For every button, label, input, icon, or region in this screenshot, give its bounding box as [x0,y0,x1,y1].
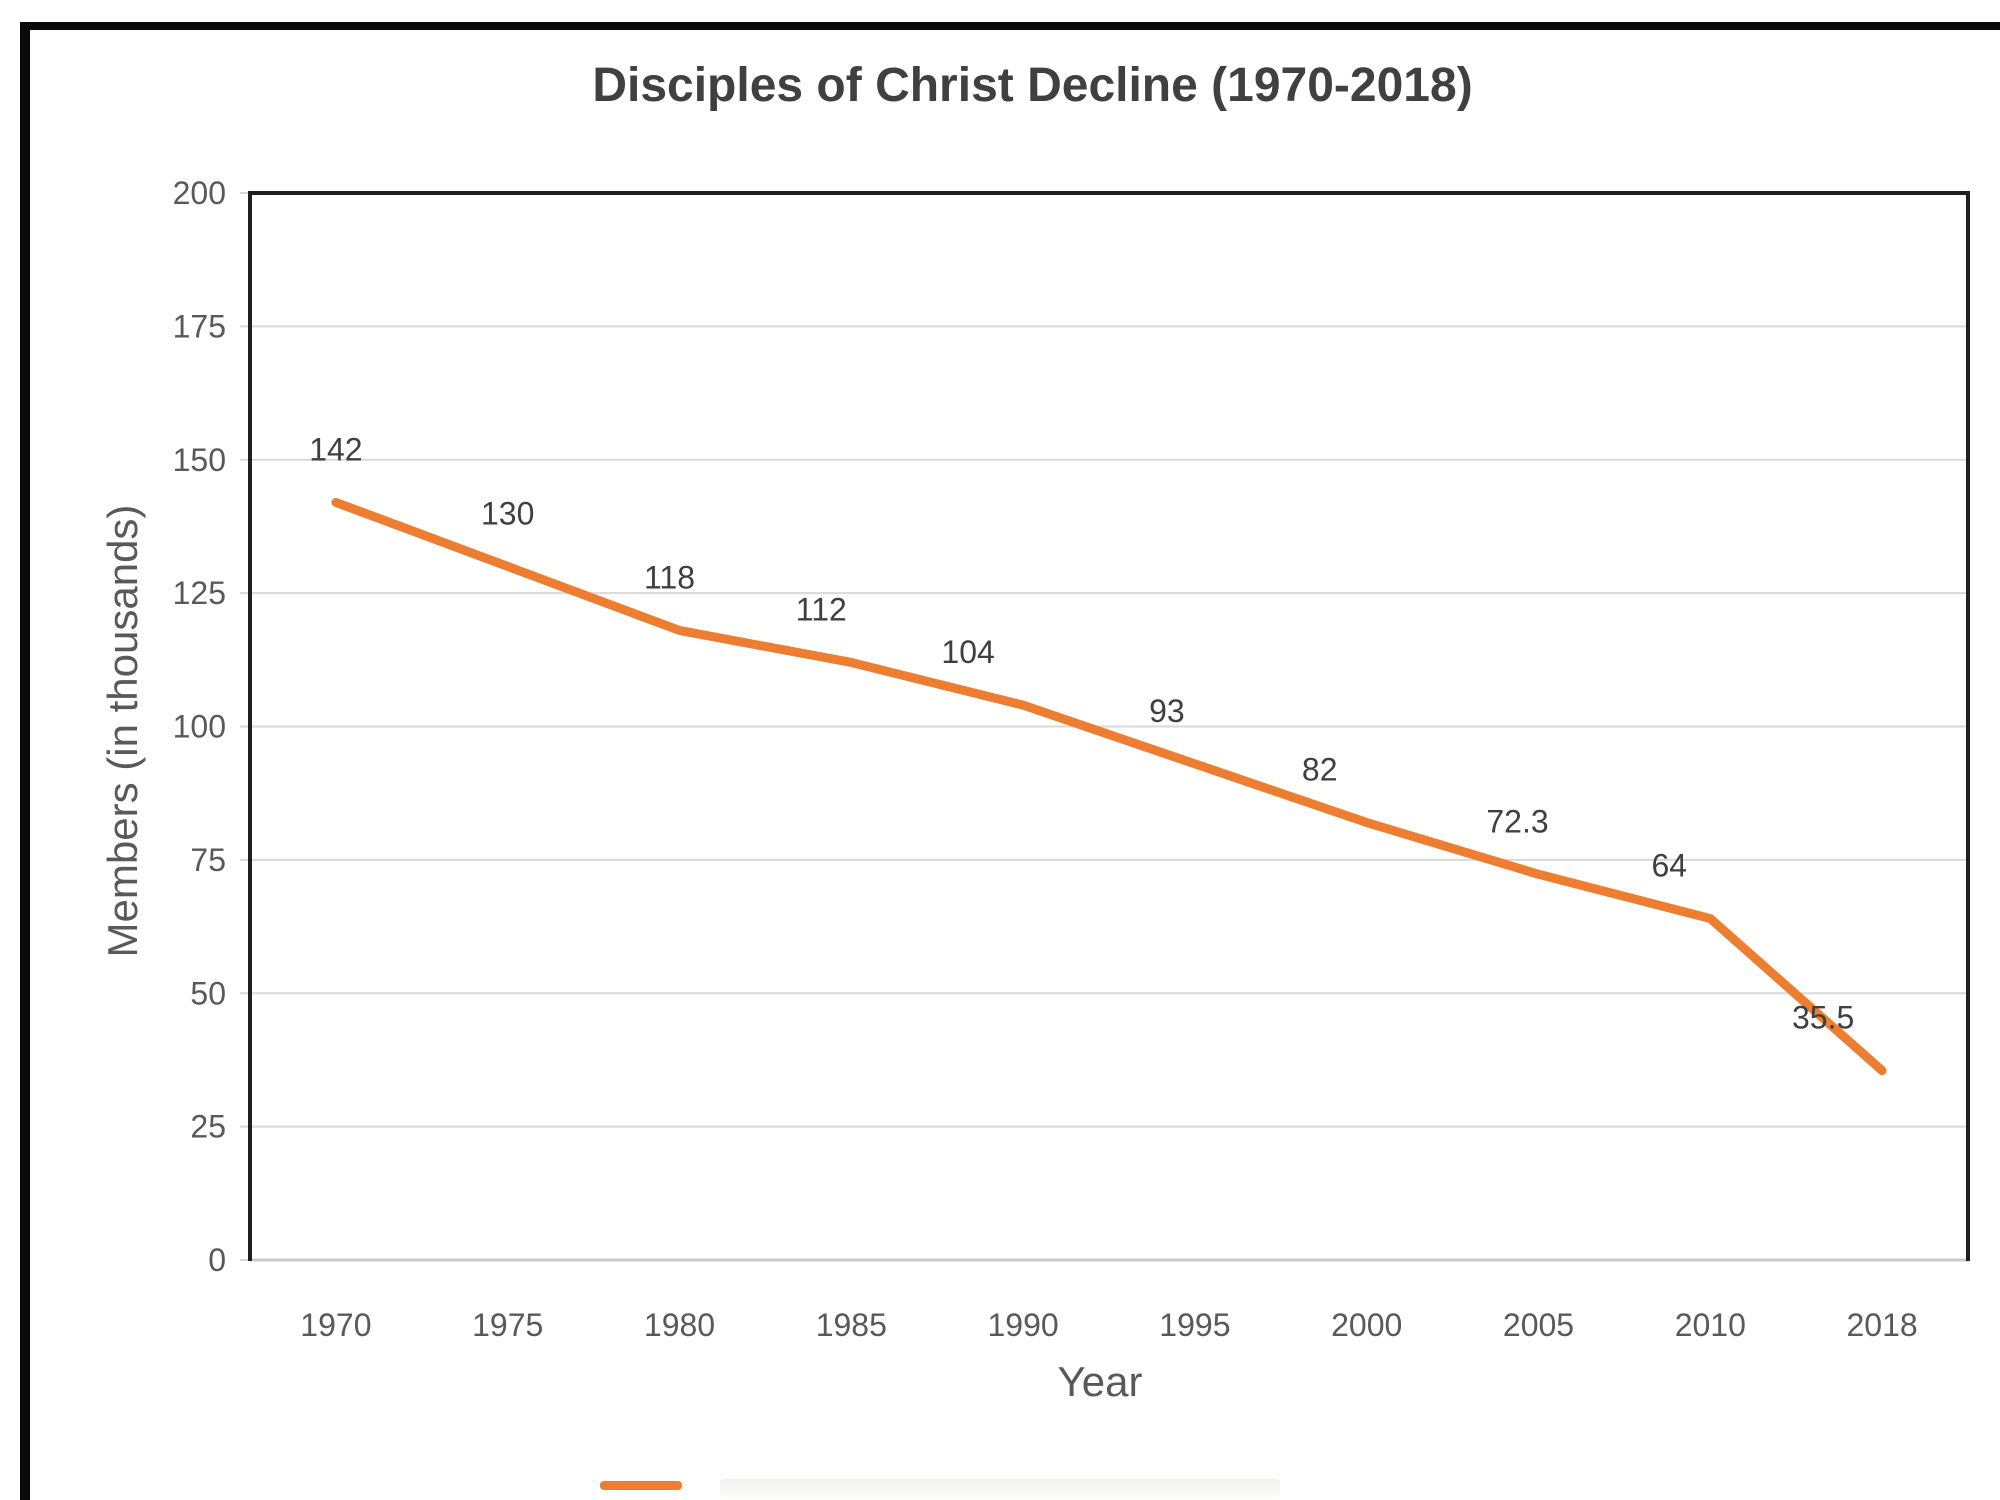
data-label: 72.3 [1486,803,1548,839]
x-tick-label: 1975 [472,1307,543,1343]
data-label: 118 [644,559,695,595]
series-line [331,497,1887,1076]
data-label: 64 [1652,848,1688,884]
image-border-left [20,22,30,1500]
data-label: 35.5 [1792,1000,1854,1036]
data-label: 142 [309,431,362,467]
y-tick-label: 100 [173,709,226,745]
x-axis-title: Year [1057,1358,1143,1405]
chart-title: Disciples of Christ Decline (1970-2018) [592,59,1473,112]
image-border-top [20,22,2000,30]
data-label: 130 [481,495,534,531]
y-tick-label: 25 [190,1109,226,1145]
x-tick-label: 2018 [1847,1307,1918,1343]
x-tick-label: 1980 [644,1307,715,1343]
y-tick-label: 200 [173,175,226,211]
x-tick-label: 2010 [1675,1307,1746,1343]
y-tick-label: 125 [173,575,226,611]
x-tick-label: 1985 [816,1307,887,1343]
y-tick-label: 150 [173,442,226,478]
legend-line-swatch [600,1481,682,1490]
x-tick-label: 1990 [988,1307,1059,1343]
x-tick-label: 2005 [1503,1307,1574,1343]
x-tick-label: 1995 [1159,1307,1230,1343]
data-label: 112 [796,591,847,627]
x-tick-label: 2000 [1331,1307,1402,1343]
y-tick-label: 175 [173,308,226,344]
data-label: 82 [1302,752,1338,788]
y-tick-label: 75 [190,842,226,878]
y-tick-label: 0 [208,1242,226,1278]
legend-cut-off [600,1479,1360,1500]
legend-text-remnant [720,1479,1280,1497]
data-label: 104 [941,634,994,670]
y-tick-label: 50 [190,975,226,1011]
x-tick-label: 1970 [300,1307,371,1343]
data-label: 93 [1149,693,1185,729]
